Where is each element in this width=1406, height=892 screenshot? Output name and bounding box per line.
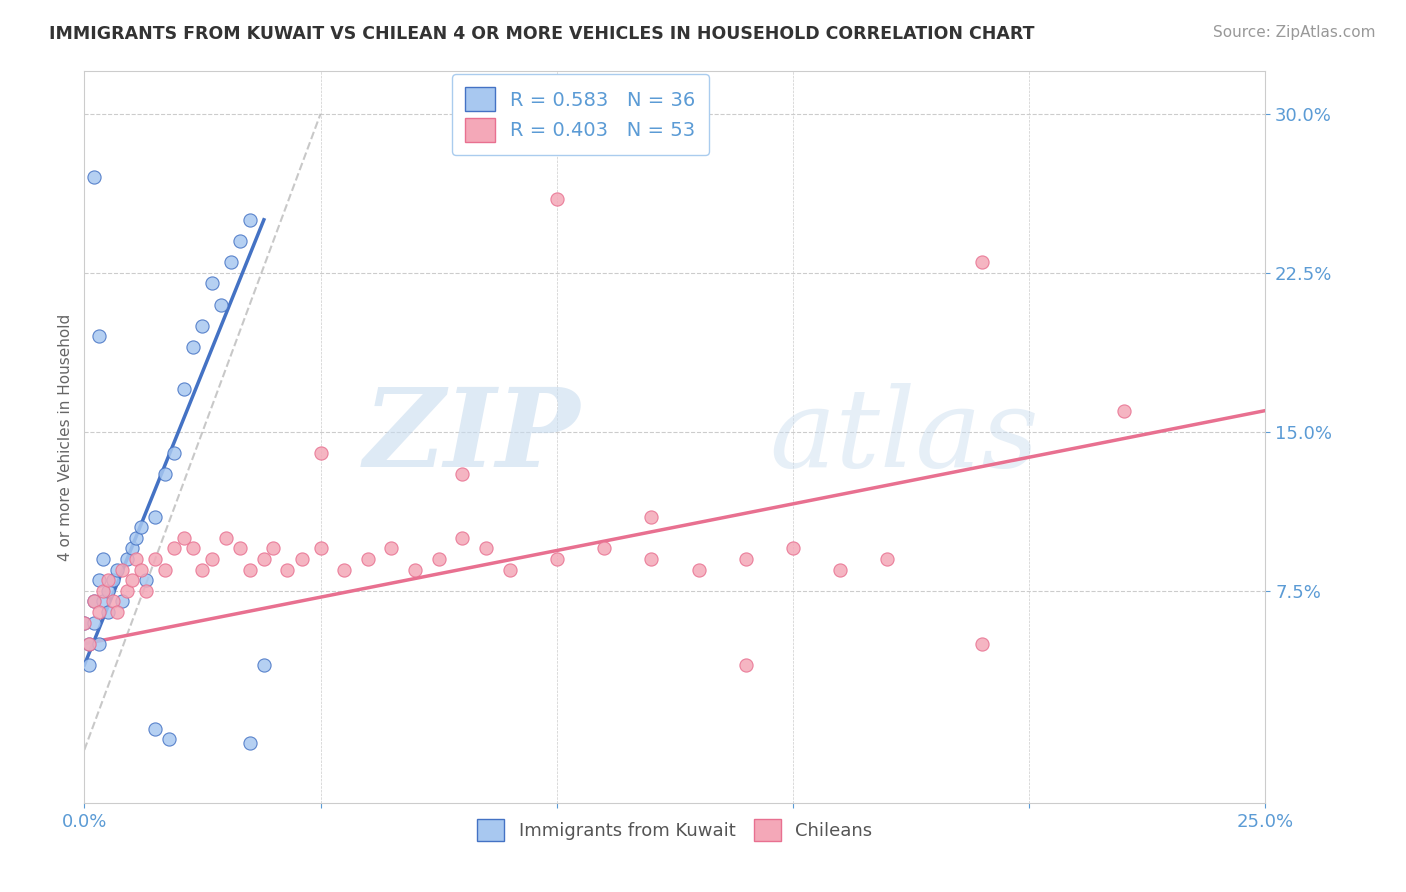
Point — [309, 541, 332, 556]
Point — [143, 722, 166, 736]
Point — [640, 552, 662, 566]
Point — [143, 509, 166, 524]
Point — [115, 552, 138, 566]
Point — [97, 605, 120, 619]
Point — [91, 594, 114, 608]
Text: ZIP: ZIP — [364, 384, 581, 491]
Point — [181, 541, 204, 556]
Point — [404, 563, 426, 577]
Point — [239, 212, 262, 227]
Point — [77, 637, 100, 651]
Point — [157, 732, 180, 747]
Text: IMMIGRANTS FROM KUWAIT VS CHILEAN 4 OR MORE VEHICLES IN HOUSEHOLD CORRELATION CH: IMMIGRANTS FROM KUWAIT VS CHILEAN 4 OR M… — [49, 25, 1035, 43]
Point — [83, 594, 105, 608]
Point — [121, 541, 143, 556]
Point — [111, 594, 134, 608]
Point — [229, 541, 252, 556]
Point — [77, 658, 100, 673]
Point — [135, 583, 157, 598]
Point — [163, 446, 186, 460]
Point — [129, 520, 152, 534]
Point — [191, 318, 214, 333]
Point — [97, 573, 120, 587]
Point — [253, 658, 276, 673]
Point — [276, 563, 298, 577]
Point — [173, 383, 195, 397]
Point — [640, 509, 662, 524]
Point — [782, 541, 804, 556]
Point — [546, 552, 568, 566]
Point — [115, 583, 138, 598]
Point — [876, 552, 898, 566]
Point — [91, 552, 114, 566]
Point — [970, 637, 993, 651]
Point — [209, 297, 232, 311]
Point — [215, 531, 238, 545]
Point — [229, 234, 252, 248]
Point — [73, 615, 96, 630]
Point — [309, 446, 332, 460]
Point — [830, 563, 852, 577]
Point — [101, 573, 124, 587]
Point — [427, 552, 450, 566]
Point — [593, 541, 616, 556]
Point — [153, 563, 176, 577]
Point — [219, 255, 242, 269]
Point — [111, 563, 134, 577]
Point — [291, 552, 314, 566]
Point — [201, 552, 224, 566]
Point — [143, 552, 166, 566]
Point — [87, 573, 110, 587]
Point — [970, 255, 993, 269]
Point — [173, 531, 195, 545]
Point — [380, 541, 402, 556]
Point — [107, 563, 129, 577]
Point — [357, 552, 380, 566]
Point — [83, 170, 105, 185]
Point — [83, 594, 105, 608]
Point — [201, 277, 224, 291]
Point — [181, 340, 204, 354]
Point — [451, 467, 474, 482]
Text: atlas: atlas — [769, 384, 1039, 491]
Point — [87, 605, 110, 619]
Point — [125, 552, 148, 566]
Point — [87, 637, 110, 651]
Point — [239, 736, 262, 750]
Point — [101, 594, 124, 608]
Point — [83, 615, 105, 630]
Y-axis label: 4 or more Vehicles in Household: 4 or more Vehicles in Household — [58, 313, 73, 561]
Point — [163, 541, 186, 556]
Point — [97, 583, 120, 598]
Point — [734, 658, 756, 673]
Point — [121, 573, 143, 587]
Point — [191, 563, 214, 577]
Point — [87, 329, 110, 343]
Point — [333, 563, 356, 577]
Point — [688, 563, 710, 577]
Point — [129, 563, 152, 577]
Point — [91, 583, 114, 598]
Point — [77, 637, 100, 651]
Point — [239, 563, 262, 577]
Point — [73, 615, 96, 630]
Text: Source: ZipAtlas.com: Source: ZipAtlas.com — [1212, 25, 1375, 40]
Point — [1112, 403, 1135, 417]
Point — [125, 531, 148, 545]
Point — [135, 573, 157, 587]
Point — [734, 552, 756, 566]
Point — [107, 605, 129, 619]
Point — [546, 192, 568, 206]
Legend: Immigrants from Kuwait, Chileans: Immigrants from Kuwait, Chileans — [470, 812, 880, 848]
Point — [153, 467, 176, 482]
Point — [253, 552, 276, 566]
Point — [262, 541, 284, 556]
Point — [451, 531, 474, 545]
Point — [475, 541, 498, 556]
Point — [498, 563, 520, 577]
